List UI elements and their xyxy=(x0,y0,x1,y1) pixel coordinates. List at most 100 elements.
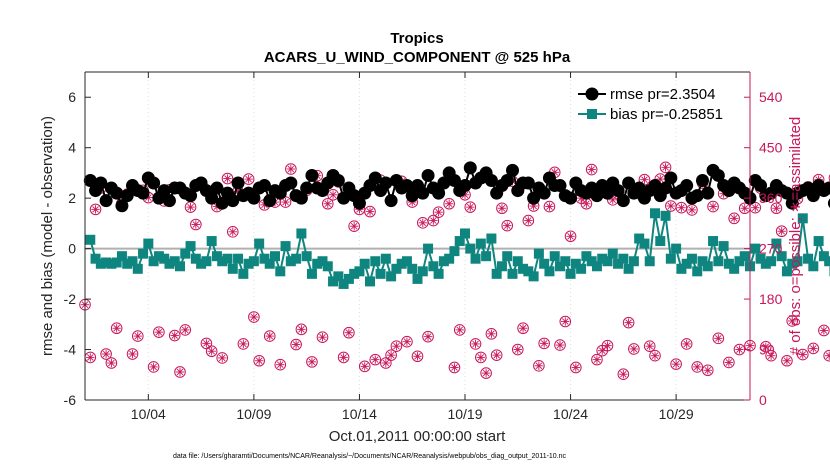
obs-count-point xyxy=(327,188,339,201)
y-right-tick-label: 360 xyxy=(759,190,783,206)
rmse-point xyxy=(405,189,419,203)
obs-count-point xyxy=(570,361,582,374)
bias-point xyxy=(697,256,708,267)
obs-count-point xyxy=(701,364,714,377)
rmse-point xyxy=(537,186,551,200)
obs-possible-marker xyxy=(543,200,556,213)
obs-count-point xyxy=(770,202,783,215)
bias-point xyxy=(106,258,117,269)
y-tick-label: 2 xyxy=(68,190,76,206)
obs-count-point xyxy=(749,201,762,214)
obs-count-point xyxy=(337,351,350,364)
bias-point xyxy=(264,258,275,269)
obs-possible-marker xyxy=(248,311,260,323)
obs-assimilated-marker xyxy=(86,354,94,361)
bias-point xyxy=(518,263,529,274)
obs-possible-marker xyxy=(443,197,455,210)
obs-count-point xyxy=(485,328,498,340)
bias-point xyxy=(460,228,470,239)
rmse-point xyxy=(136,186,150,200)
obs-possible-marker xyxy=(770,202,783,215)
y-tick-label: -2 xyxy=(64,291,77,307)
bias-point xyxy=(570,258,581,269)
bias-point xyxy=(143,238,154,249)
rmse-point xyxy=(94,176,108,190)
obs-possible-marker xyxy=(237,338,250,350)
bias-point xyxy=(465,243,476,254)
obs-count-point xyxy=(601,339,614,352)
obs-count-point xyxy=(190,218,202,231)
bias-point xyxy=(328,276,339,287)
rmse-point xyxy=(294,191,308,205)
bias-point xyxy=(591,261,602,272)
obs-count-point xyxy=(480,367,492,379)
obs-possible-marker xyxy=(226,225,239,238)
bias-point xyxy=(481,251,492,262)
y-tick-label: -4 xyxy=(64,342,77,358)
bias-point xyxy=(533,248,544,259)
y-right-tick-label: 270 xyxy=(759,241,783,257)
obs-possible-marker xyxy=(490,349,503,361)
obs-count-point xyxy=(691,361,704,373)
obs-assimilated-marker xyxy=(92,206,99,213)
bias-point xyxy=(169,256,180,267)
obs-possible-marker xyxy=(453,324,466,336)
bias-point xyxy=(581,251,592,262)
obs-count-point xyxy=(643,340,656,352)
bias-point xyxy=(623,263,634,274)
rmse-point xyxy=(648,179,662,193)
rmse-point xyxy=(416,186,430,200)
obs-count-point xyxy=(153,326,165,338)
obs-possible-marker xyxy=(701,364,714,377)
obs-assimilated-marker xyxy=(736,346,743,353)
obs-assimilated-marker xyxy=(693,363,701,371)
obs-assimilated-marker xyxy=(799,351,807,358)
obs-possible-marker xyxy=(712,332,725,345)
obs-assimilated-marker xyxy=(382,359,390,367)
obs-assimilated-marker xyxy=(503,222,511,229)
bias-point xyxy=(122,258,133,269)
obs-possible-marker xyxy=(380,357,392,369)
obs-assimilated-marker xyxy=(641,176,648,183)
bias-point xyxy=(766,256,777,267)
bias-point xyxy=(206,236,217,247)
bias-point xyxy=(671,243,682,254)
x-tick-label: 10/24 xyxy=(553,406,588,422)
obs-assimilated-marker xyxy=(250,313,258,321)
bias-point xyxy=(338,278,349,289)
obs-assimilated-marker xyxy=(482,369,490,377)
obs-possible-marker xyxy=(765,349,777,362)
bias-point xyxy=(449,246,460,257)
bias-point xyxy=(734,256,745,267)
obs-assimilated-marker xyxy=(646,342,654,350)
bias-point xyxy=(185,241,196,252)
obs-count-point xyxy=(321,197,334,210)
obs-assimilated-marker xyxy=(445,200,453,208)
obs-possible-marker xyxy=(105,357,118,369)
obs-possible-marker xyxy=(411,350,424,363)
bias-point xyxy=(618,253,629,264)
obs-count-point xyxy=(649,349,661,362)
bias-point xyxy=(555,261,565,272)
obs-assimilated-marker xyxy=(525,217,532,224)
obs-count-point xyxy=(490,349,503,361)
obs-possible-marker xyxy=(100,348,112,360)
obs-assimilated-marker xyxy=(688,206,696,214)
obs-assimilated-marker xyxy=(176,368,184,376)
obs-count-point xyxy=(818,324,830,337)
legend-bias-marker xyxy=(587,109,597,119)
obs-count-point xyxy=(274,358,287,371)
obs-assimilated-marker xyxy=(350,222,358,230)
obs-possible-marker xyxy=(205,345,218,358)
y-tick-label: 4 xyxy=(68,140,76,156)
bias-point xyxy=(95,258,106,269)
obs-assimilated-marker xyxy=(155,328,163,336)
obs-count-point xyxy=(295,323,308,336)
obs-count-point xyxy=(364,205,376,218)
bias-point xyxy=(412,273,423,284)
rmse-point xyxy=(120,189,134,203)
obs-possible-marker xyxy=(818,324,830,337)
y-tick-label: 6 xyxy=(68,89,76,105)
obs-assimilated-marker xyxy=(546,203,553,210)
x-tick-label: 10/09 xyxy=(236,406,271,422)
